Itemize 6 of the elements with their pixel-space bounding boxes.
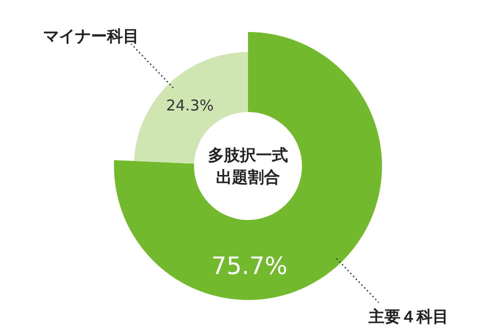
data-label: 24.3% — [166, 96, 214, 114]
slice-label: マイナー科目 — [43, 26, 140, 46]
slice-label: 主要４科目 — [368, 307, 449, 326]
text: 出題割合 — [216, 168, 280, 186]
data-label: 75.7% — [211, 252, 288, 280]
text: 多肢択一式 — [208, 146, 288, 164]
